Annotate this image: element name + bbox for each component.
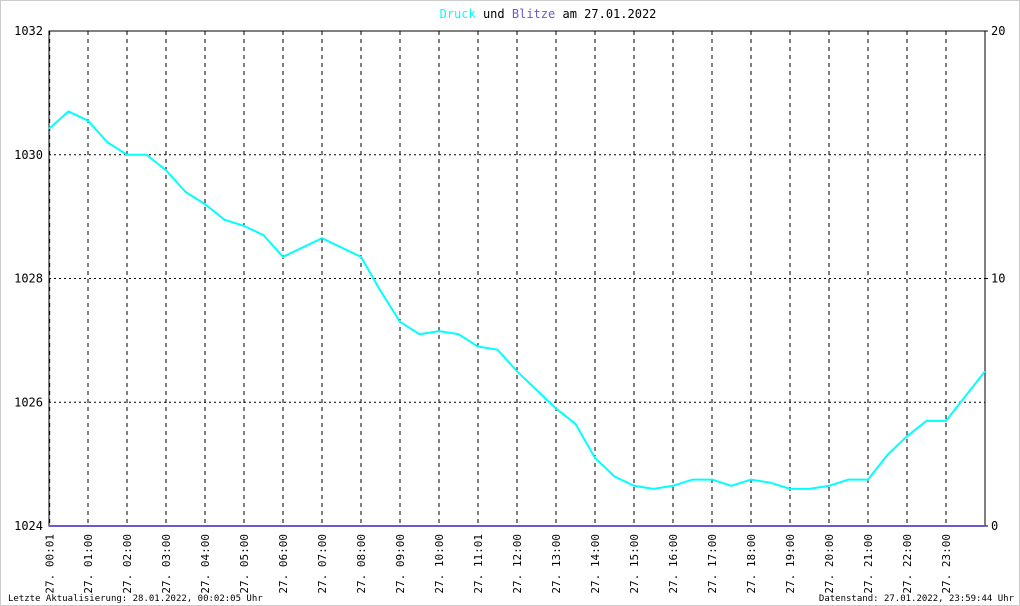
x-tick-label: 27. 23:00 xyxy=(940,534,953,594)
x-tick-label: 27. 16:00 xyxy=(667,534,680,594)
title-druck: Druck xyxy=(440,7,477,21)
x-tick-label: 27. 02:00 xyxy=(121,534,134,594)
x-tick-label: 27. 13:00 xyxy=(550,534,563,594)
x-tick-label: 27. 04:00 xyxy=(199,534,212,594)
y2-tick-label: 10 xyxy=(991,272,1005,286)
x-tick-label: 27. 21:00 xyxy=(862,534,875,594)
title-blitze: Blitze xyxy=(512,7,555,21)
footer-right: Datenstand: 27.01.2022, 23:59:44 Uhr xyxy=(819,594,1015,604)
x-tick-label: 27. 03:00 xyxy=(160,534,173,594)
title-date: am 27.01.2022 xyxy=(562,7,656,21)
x-tick-label: 27. 07:00 xyxy=(316,534,329,594)
y2-tick-label: 0 xyxy=(991,519,998,533)
line-druck xyxy=(48,110,986,490)
y2-tick-label: 20 xyxy=(991,24,1005,38)
x-tick-label: 27. 12:00 xyxy=(511,534,524,594)
x-tick-label: 27. 08:00 xyxy=(355,534,368,594)
y-tick-label: 1024 xyxy=(14,519,43,533)
y-tick-label: 1030 xyxy=(14,148,43,162)
x-tick-label: 27. 09:00 xyxy=(394,534,407,594)
y-tick-label: 1026 xyxy=(14,395,43,409)
y-tick-label: 1032 xyxy=(14,24,43,38)
x-tick-label: 27. 22:00 xyxy=(901,534,914,594)
chart-title: Druck und Blitze am 27.01.2022 xyxy=(440,7,657,21)
y-tick-label: 1028 xyxy=(14,272,43,286)
x-tick-label: 27. 15:00 xyxy=(628,534,641,594)
x-tick-label: 27. 20:00 xyxy=(823,534,836,594)
x-tick-label: 27. 14:00 xyxy=(589,534,602,594)
x-tick-label: 27. 01:00 xyxy=(82,534,95,594)
x-tick-label: 27. 06:00 xyxy=(277,534,290,594)
title-und: und xyxy=(483,7,505,21)
x-tick-label: 27. 05:00 xyxy=(238,534,251,594)
x-tick-label: 27. 10:00 xyxy=(433,534,446,594)
x-tick-label: 27. 00:01 xyxy=(44,534,57,594)
x-tick-label: 27. 11:01 xyxy=(472,534,485,594)
x-tick-label: 27. 18:00 xyxy=(745,534,758,594)
x-tick-label: 27. 17:00 xyxy=(706,534,719,594)
footer-left: Letzte Aktualisierung: 28.01.2022, 00:02… xyxy=(8,594,263,604)
x-tick-label: 27. 19:00 xyxy=(784,534,797,594)
